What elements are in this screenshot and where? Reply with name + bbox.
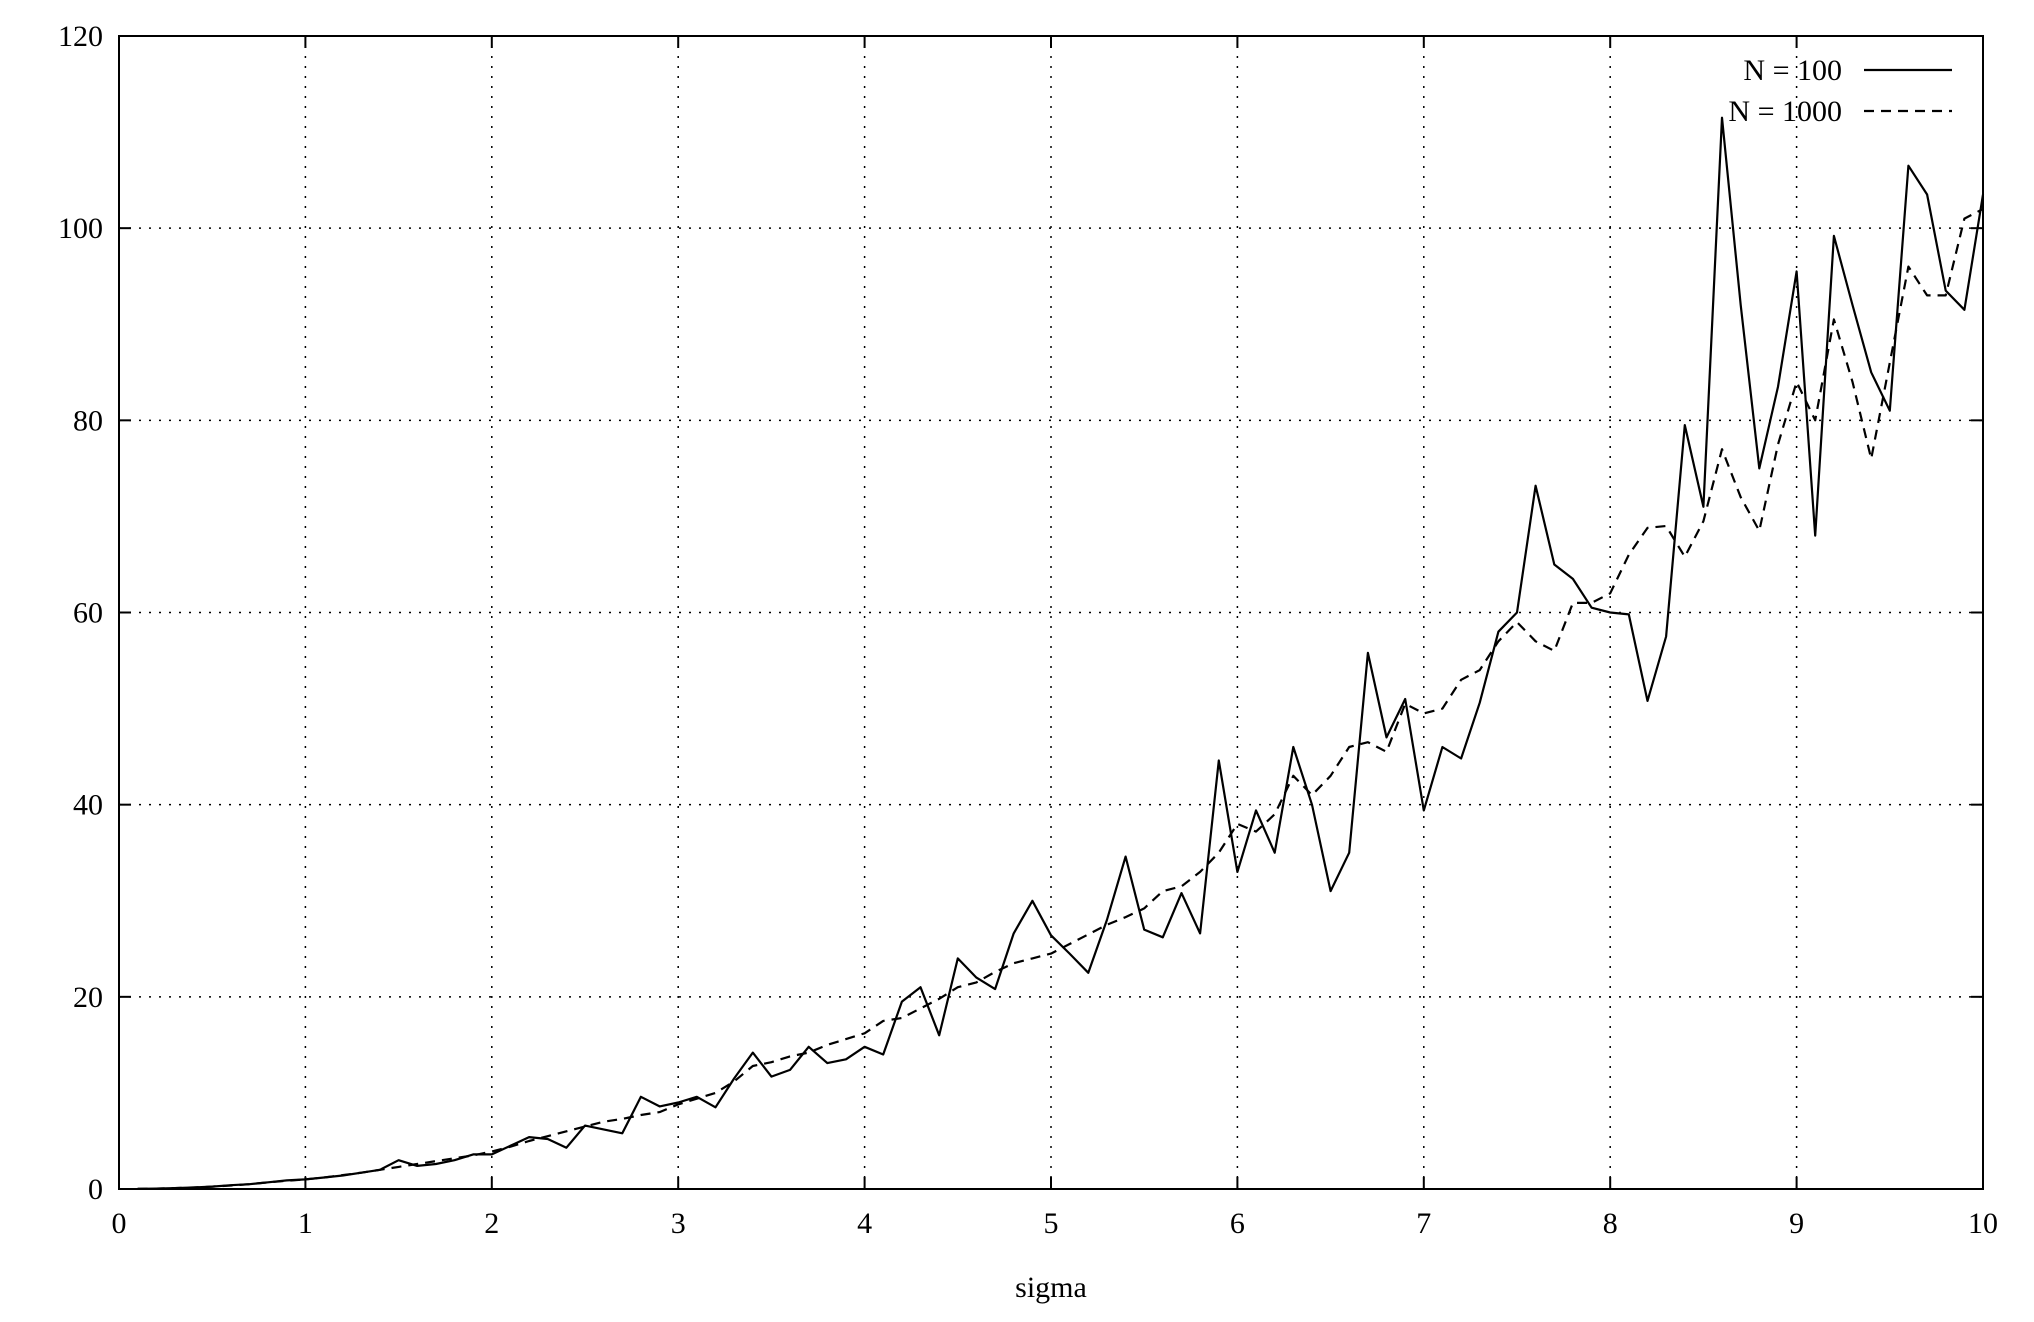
- x-tick-label: 7: [1416, 1207, 1431, 1240]
- x-tick-label: 6: [1230, 1207, 1245, 1240]
- plot-frame: [118, 35, 1984, 1190]
- x-tick-label: 0: [112, 1207, 127, 1240]
- grid-lines: [119, 36, 1983, 1189]
- series-lines: [137, 116, 1985, 1190]
- legend-label-n100: N = 100: [1743, 54, 1842, 87]
- x-tick-label: 2: [484, 1207, 499, 1240]
- x-tick-label: 8: [1603, 1207, 1618, 1240]
- y-tick-label: 60: [73, 597, 103, 630]
- y-tick-label: 0: [88, 1173, 103, 1206]
- legend: N = 100 N = 1000: [1728, 54, 1952, 128]
- x-tick-label: 3: [671, 1207, 686, 1240]
- y-tick-label: 40: [73, 789, 103, 822]
- legend-label-n1000: N = 1000: [1728, 95, 1842, 128]
- y-tick-label: 100: [58, 212, 103, 245]
- x-tick-label: 1: [298, 1207, 313, 1240]
- series-line-n100: [137, 116, 1985, 1190]
- y-tick-label: 20: [73, 981, 103, 1014]
- x-axis-label: sigma: [1015, 1271, 1087, 1304]
- x-tick-label: 4: [857, 1207, 872, 1240]
- series-line-n1000: [137, 208, 1984, 1190]
- x-tick-label: 9: [1789, 1207, 1804, 1240]
- y-tick-label: 120: [58, 20, 103, 53]
- x-tick-label: 10: [1968, 1207, 1998, 1240]
- y-tick-label: 80: [73, 404, 103, 437]
- x-tick-label: 5: [1044, 1207, 1059, 1240]
